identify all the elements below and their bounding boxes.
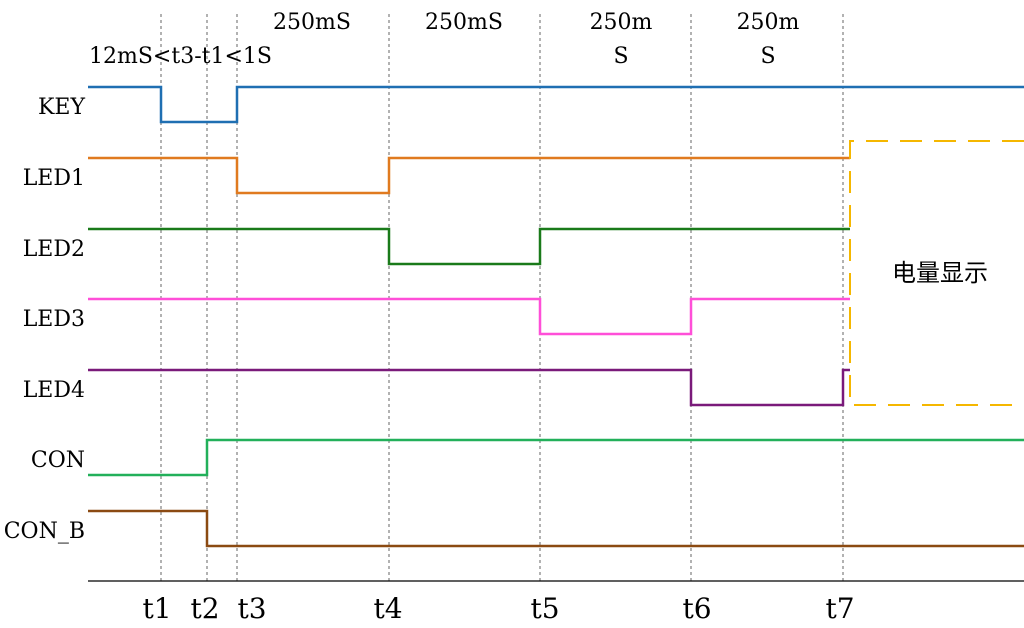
interval-label-t6-t7-line1: 250m xyxy=(737,10,800,35)
signal-waveforms xyxy=(88,85,1024,548)
time-label-t6: t6 xyxy=(682,592,711,625)
interval-label-t5-t6-line2: S xyxy=(613,44,628,69)
waveform-led3 xyxy=(88,297,850,336)
waveform-con-b xyxy=(88,509,1024,548)
time-label-t7: t7 xyxy=(825,592,854,625)
interval-annotations: 12mS<t3-t1<1S 250mS 250mS 250m S 250m S xyxy=(89,10,800,69)
waveform-led2 xyxy=(88,227,850,266)
signal-label-con: CON xyxy=(31,448,85,473)
interval-label-t4-t5: 250mS xyxy=(425,10,503,35)
time-labels: t1 t2 t3 t4 t5 t6 t7 xyxy=(142,592,854,625)
key-press-condition: 12mS<t3-t1<1S xyxy=(89,44,272,69)
signal-label-led2: LED2 xyxy=(23,237,85,262)
signal-labels: KEY LED1 LED2 LED3 LED4 CON CON_B xyxy=(4,95,86,544)
interval-label-t5-t6-line1: 250m xyxy=(590,10,653,35)
time-label-t1: t1 xyxy=(142,592,171,625)
waveform-led1 xyxy=(88,156,850,195)
time-label-t2: t2 xyxy=(190,592,219,625)
interval-label-t6-t7-line2: S xyxy=(760,44,775,69)
battery-display-region: 电量显示 xyxy=(849,140,1024,406)
time-label-t4: t4 xyxy=(373,592,402,625)
waveform-key xyxy=(88,85,1024,124)
signal-label-led1: LED1 xyxy=(23,166,85,191)
battery-display-region-border xyxy=(849,140,1024,406)
time-label-t3: t3 xyxy=(237,592,266,625)
signal-label-led4: LED4 xyxy=(23,378,85,403)
signal-label-con-b: CON_B xyxy=(4,519,85,544)
time-marker-lines xyxy=(160,14,844,581)
waveform-con xyxy=(88,438,1024,477)
signal-label-led3: LED3 xyxy=(23,307,85,332)
interval-label-t3-t4: 250mS xyxy=(273,10,351,35)
battery-display-label: 电量显示 xyxy=(892,259,988,287)
waveform-led4 xyxy=(88,368,850,407)
signal-label-key: KEY xyxy=(38,95,85,120)
time-label-t5: t5 xyxy=(530,592,559,625)
